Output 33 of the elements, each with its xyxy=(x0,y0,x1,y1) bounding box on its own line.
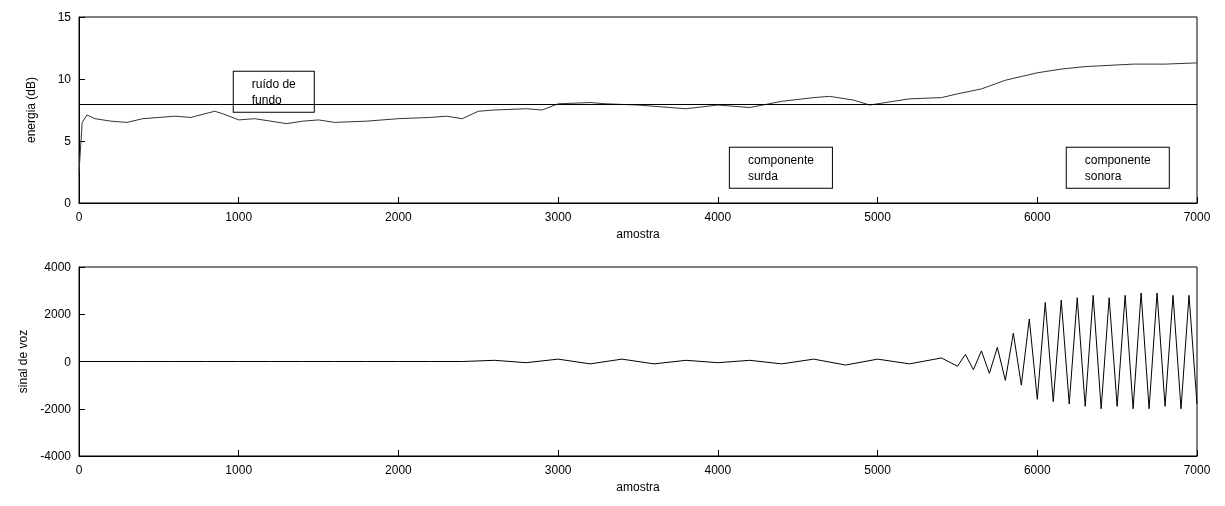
x-tick-label: 6000 xyxy=(1023,210,1051,224)
x-axis-title: amostra xyxy=(616,479,660,494)
x-tick-label: 3000 xyxy=(544,210,572,224)
x-tick-label: 5000 xyxy=(864,463,892,477)
y-tick-label: -4000 xyxy=(40,449,72,463)
x-axis-title: amostra xyxy=(616,226,660,241)
y-tick-label: 15 xyxy=(57,10,72,24)
x-tick-label: 6000 xyxy=(1023,463,1051,477)
x-tick-label: 0 xyxy=(75,210,83,224)
y-tick-label: -2000 xyxy=(40,401,72,416)
x-tick-label: 3000 xyxy=(544,463,572,477)
y-axis-title: sinal de voz xyxy=(16,329,31,394)
annotation: ruído de fundo xyxy=(251,76,297,107)
x-tick-label: 2000 xyxy=(385,210,413,224)
y-tick-label: 0 xyxy=(64,196,72,210)
x-tick-label: 7000 xyxy=(1183,463,1211,477)
x-tick-label: 7000 xyxy=(1183,210,1211,224)
annotation: componente sonora xyxy=(1084,152,1152,183)
x-tick-label: 1000 xyxy=(225,463,253,477)
y-tick-label: 0 xyxy=(64,354,72,369)
y-tick-label: 2000 xyxy=(44,307,72,322)
x-tick-label: 0 xyxy=(75,463,83,477)
y-tick-label: 5 xyxy=(64,134,72,148)
x-tick-label: 1000 xyxy=(225,210,253,224)
x-tick-label: 4000 xyxy=(704,463,732,477)
y-axis-title: energia (dB) xyxy=(24,76,38,144)
annotation: componente surda xyxy=(747,152,815,183)
y-tick-label: 4000 xyxy=(44,260,72,274)
line-series xyxy=(78,62,1198,173)
y-tick-label: 10 xyxy=(57,72,72,86)
x-tick-label: 5000 xyxy=(864,210,892,224)
x-tick-label: 4000 xyxy=(704,210,732,224)
x-tick-label: 2000 xyxy=(385,463,413,477)
